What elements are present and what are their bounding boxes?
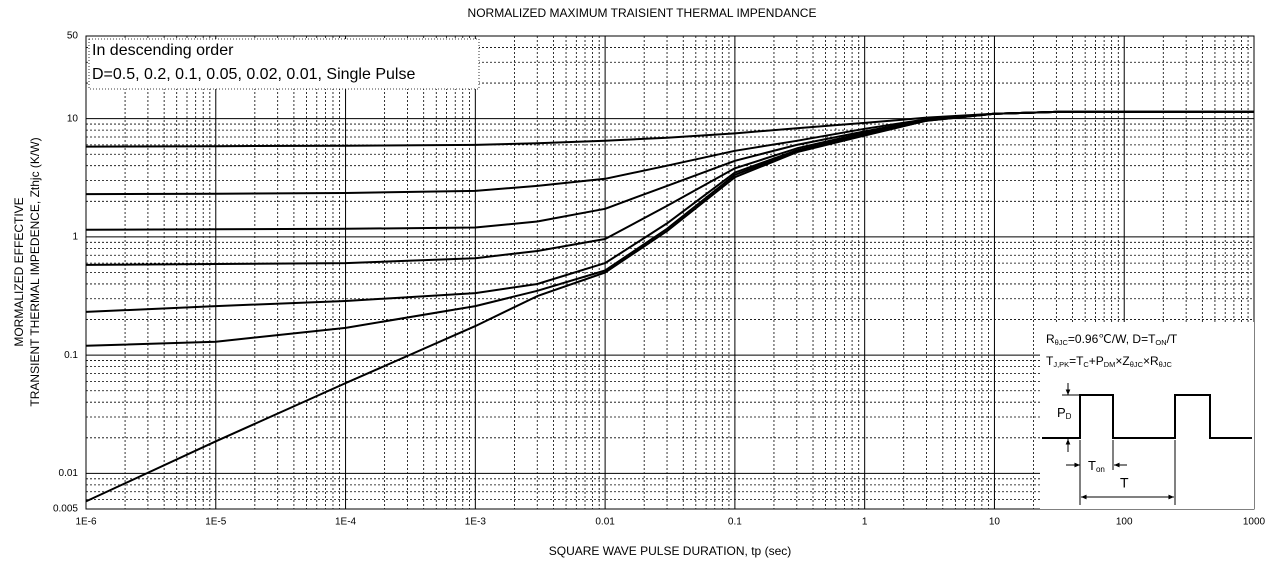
x-tick-label: 10 [989, 517, 1001, 528]
pulse-wave [1042, 394, 1252, 439]
annotation-box [88, 38, 480, 90]
y-tick-label: 0.01 [59, 468, 79, 479]
subscript: D [1066, 412, 1072, 421]
x-tick-label: 100 [1116, 517, 1133, 528]
inset-text: PD [1057, 405, 1072, 421]
subscript: ON [1155, 338, 1166, 347]
inset-box [1040, 322, 1254, 509]
plot-frame [85, 35, 1255, 510]
subscript: θJC [1055, 338, 1069, 347]
subscript: θJC [1159, 360, 1173, 369]
arrow-head [1065, 439, 1071, 445]
series-line [85, 110, 1254, 231]
text-run: /T [1167, 332, 1178, 346]
x-tick-label: 1E-5 [205, 517, 227, 528]
text-run: T [1046, 354, 1054, 368]
text-run: R [1046, 332, 1055, 346]
x-tick-label: 1 [862, 517, 868, 528]
text-run: +P [1089, 354, 1104, 368]
text-run: =T [1069, 354, 1084, 368]
inset-text: RθJC=0.96℃/W, D=TON/T [1046, 332, 1178, 347]
series-line [85, 110, 1254, 503]
subscript: DM [1104, 360, 1116, 369]
x-tick-label: 1E-6 [75, 517, 97, 528]
text-run: ×R [1143, 354, 1159, 368]
text-run: =0.96℃/W, D=T [1068, 332, 1156, 346]
annotation: D=0.5, 0.2, 0.1, 0.05, 0.02, 0.01, Singl… [92, 66, 415, 83]
y-tick-label: 0.1 [64, 350, 78, 361]
x-tick-label: 1000 [1243, 517, 1266, 528]
inset-text: TJ,PK=TC+PDM×ZθJC×RθJC [1046, 354, 1172, 369]
text-run: P [1057, 405, 1066, 420]
inset-text: T [1120, 475, 1129, 491]
x-tick-label: 1E-3 [465, 517, 487, 528]
arrow-head [1065, 389, 1071, 395]
arrow-head [1168, 494, 1174, 500]
x-tick-label: 0.1 [728, 517, 742, 528]
subscript: C [1083, 360, 1089, 369]
x-axis-label: SQUARE WAVE PULSE DURATION, tp (sec) [549, 544, 791, 558]
y-tick-label: 1 [72, 232, 78, 243]
inset-text: Ton [1088, 458, 1105, 474]
y-axis-label: TRANSIENT THERMAL IMPEDENCE, Zthjc (K/W) [28, 137, 42, 406]
subscript: J,PK [1053, 360, 1069, 369]
text-run: ×Z [1115, 354, 1129, 368]
subscript: θJC [1130, 360, 1144, 369]
y-tick-label: 0.005 [53, 504, 78, 515]
y-tick-label: 50 [67, 31, 79, 42]
y-axis-label: MORMALIZED EFFECTIVE [12, 197, 26, 346]
chart-title: NORMALIZED MAXIMUM TRAISIENT THERMAL IMP… [468, 6, 817, 20]
arrow-head [1074, 462, 1080, 468]
series-line [85, 110, 1254, 313]
arrow-head [1081, 494, 1087, 500]
y-tick-label: 10 [67, 113, 79, 124]
x-tick-label: 1E-4 [335, 517, 357, 528]
subscript: on [1096, 465, 1105, 474]
annotation: In descending order [92, 42, 234, 59]
x-tick-label: 0.01 [595, 517, 615, 528]
text-run: T [1088, 458, 1096, 473]
series-line [85, 110, 1254, 148]
arrow-head [1114, 462, 1120, 468]
